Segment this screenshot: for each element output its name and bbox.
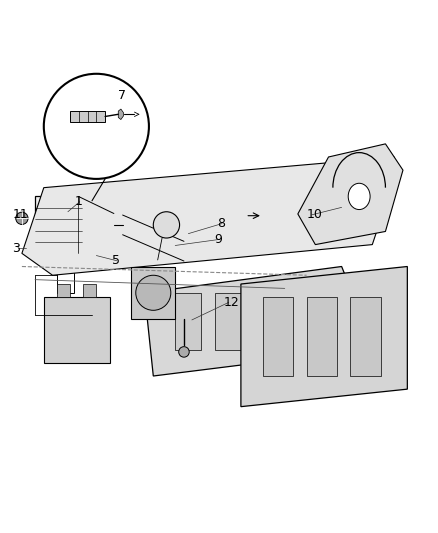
- Text: 11: 11: [12, 208, 28, 221]
- Polygon shape: [70, 111, 105, 122]
- Text: 8: 8: [217, 217, 225, 230]
- Polygon shape: [131, 266, 175, 319]
- Polygon shape: [22, 157, 394, 275]
- Text: 9: 9: [215, 233, 223, 246]
- Polygon shape: [57, 284, 70, 297]
- Polygon shape: [175, 293, 201, 350]
- Circle shape: [153, 212, 180, 238]
- Polygon shape: [254, 293, 280, 350]
- Polygon shape: [44, 297, 110, 363]
- Text: 5: 5: [112, 254, 120, 268]
- Circle shape: [16, 212, 28, 224]
- Text: 12: 12: [223, 296, 239, 309]
- Circle shape: [179, 346, 189, 357]
- Polygon shape: [263, 297, 293, 376]
- Polygon shape: [145, 266, 350, 376]
- Text: 10: 10: [307, 208, 322, 221]
- Polygon shape: [118, 109, 124, 119]
- Polygon shape: [83, 284, 96, 297]
- Polygon shape: [298, 144, 403, 245]
- Text: 7: 7: [118, 89, 126, 102]
- Polygon shape: [215, 293, 241, 350]
- Text: 1: 1: [74, 195, 82, 208]
- Circle shape: [136, 275, 171, 310]
- Polygon shape: [293, 293, 320, 350]
- Ellipse shape: [348, 183, 370, 209]
- Polygon shape: [307, 297, 337, 376]
- Text: 3: 3: [12, 241, 20, 255]
- Polygon shape: [35, 197, 114, 253]
- Polygon shape: [241, 266, 407, 407]
- Polygon shape: [350, 297, 381, 376]
